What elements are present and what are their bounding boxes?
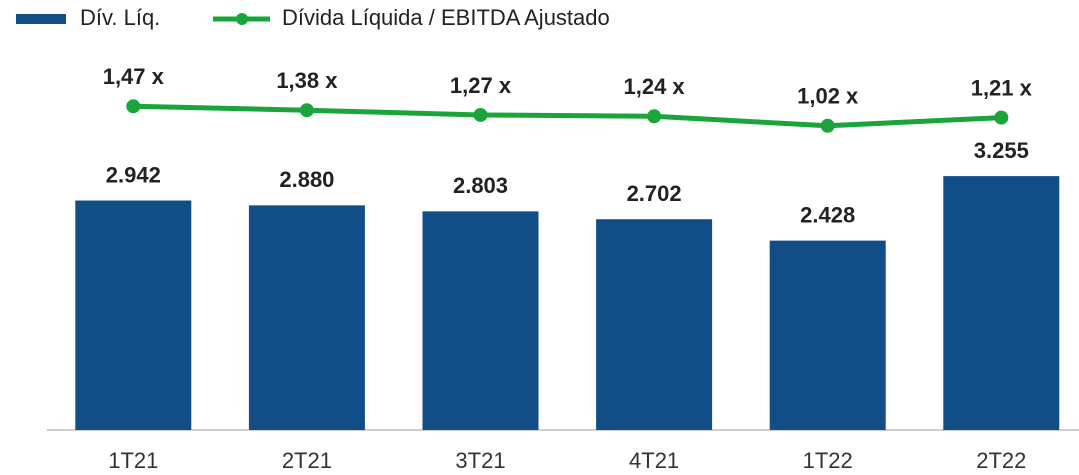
line-marker (994, 110, 1009, 125)
bar (596, 219, 713, 430)
bar (75, 200, 192, 430)
data-label: 2.702 (627, 181, 682, 206)
data-label: 1,38 x (276, 68, 338, 93)
line-marker (126, 99, 141, 114)
data-label: 1,24 x (624, 74, 686, 99)
line-marker (473, 107, 488, 122)
legend-swatch (16, 14, 66, 24)
data-label: 2.880 (279, 167, 334, 192)
data-label: 2.942 (106, 162, 161, 187)
line-marker (820, 118, 835, 133)
bar (943, 176, 1060, 430)
bar (769, 240, 886, 430)
x-tick-label: 1T21 (108, 448, 158, 473)
data-label: 3.255 (974, 138, 1029, 163)
data-label: 1,27 x (450, 73, 512, 98)
data-label: 1,21 x (971, 75, 1033, 100)
legend-marker (236, 13, 248, 25)
legend-label: Dívida Líquida / EBITDA Ajustado (282, 5, 610, 30)
x-tick-label: 2T22 (976, 448, 1026, 473)
line-marker (299, 103, 314, 118)
x-tick-label: 1T22 (803, 448, 853, 473)
data-label: 1,47 x (103, 64, 165, 89)
line (133, 103, 1002, 129)
x-tick-label: 2T21 (282, 448, 332, 473)
x-tick-label: 4T21 (629, 448, 679, 473)
bar (422, 211, 539, 430)
data-label: 2.428 (800, 202, 855, 227)
data-label: 1,02 x (797, 84, 859, 109)
line-marker (647, 109, 662, 124)
bar (248, 205, 365, 430)
data-label: 2.803 (453, 173, 508, 198)
legend-label: Dív. Líq. (80, 5, 160, 30)
x-tick-label: 3T21 (455, 448, 505, 473)
